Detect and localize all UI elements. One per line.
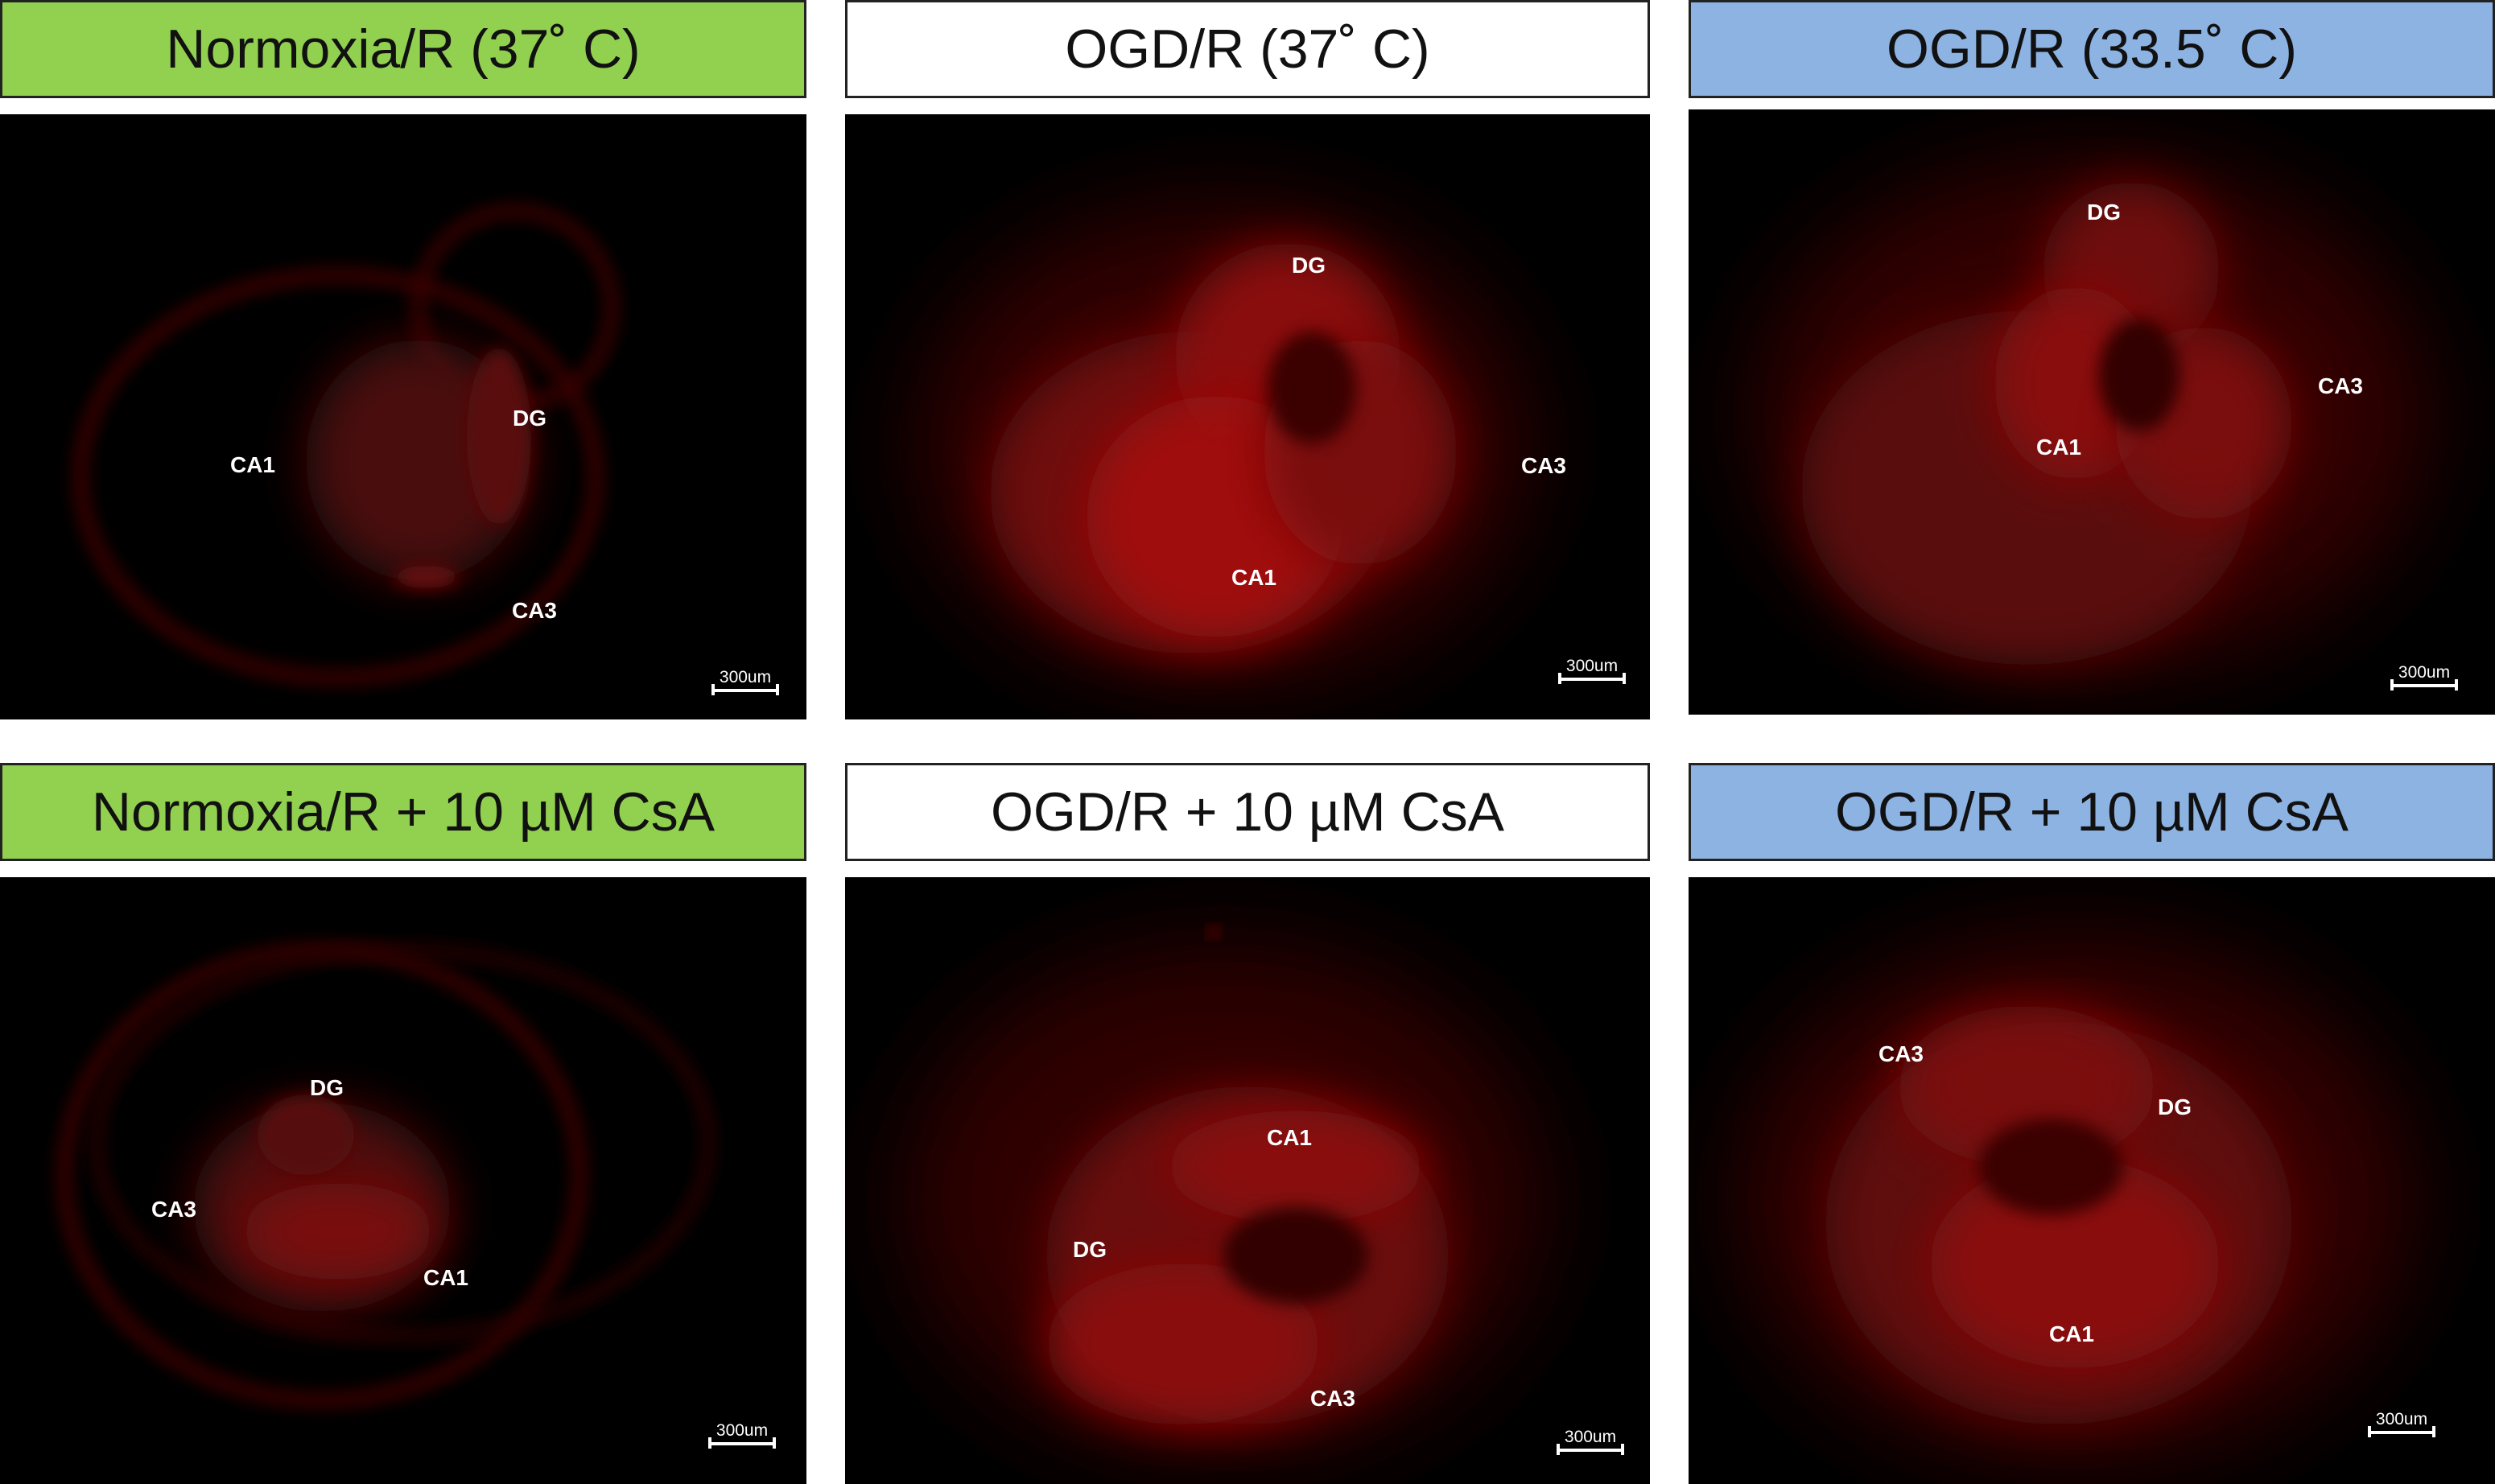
scale-bar: 300um	[1557, 1428, 1624, 1455]
region-label-ca1: CA1	[2048, 1321, 2095, 1346]
micrograph-ogdr-csa-33-5c: CA3 DG CA1 300um	[1689, 877, 2495, 1484]
fluorescence-image	[901, 927, 1545, 1457]
micrograph-ogdr-33-5c: DG CA3 CA1 300um	[1689, 109, 2495, 715]
scale-bar: 300um	[2368, 1411, 2435, 1437]
panel-2-title: OGD/R (37˚ C)	[845, 0, 1650, 98]
region-label-dg: DG	[2158, 1094, 2192, 1119]
region-label-ca1: CA1	[1266, 1125, 1313, 1150]
fluorescence-image	[57, 942, 714, 1408]
fluorescence-image	[73, 204, 618, 685]
region-label-ca1: CA1	[423, 1265, 469, 1290]
panel-6-title: OGD/R + 10 µM CsA	[1689, 763, 2495, 861]
region-label-ca3: CA3	[1520, 453, 1567, 478]
panel-5-title: OGD/R + 10 µM CsA	[845, 763, 1650, 861]
scale-bar: 300um	[2390, 664, 2458, 690]
panel-4-title: Normoxia/R + 10 µM CsA	[0, 763, 806, 861]
fluorescence-image	[1753, 158, 2429, 673]
region-label-ca3: CA3	[1309, 1386, 1356, 1411]
fluorescence-image	[918, 203, 1529, 686]
scale-bar: 300um	[1558, 657, 1626, 684]
micrograph-normoxia-csa: DG CA3 CA1 300um	[0, 877, 806, 1484]
region-label-dg: DG	[1292, 253, 1326, 278]
region-label-ca3: CA3	[1878, 1041, 1924, 1066]
scale-bar: 300um	[708, 1422, 776, 1449]
region-label-ca1: CA1	[229, 452, 276, 477]
region-label-ca3: CA3	[151, 1197, 197, 1222]
region-label-ca3: CA3	[2317, 373, 2364, 398]
region-label-ca1: CA1	[1231, 565, 1277, 590]
micrograph-normoxia-37c: DG CA1 CA3 300um	[0, 114, 806, 719]
region-label-dg: DG	[1073, 1237, 1107, 1262]
region-label-ca3: CA3	[511, 598, 558, 623]
region-label-ca1: CA1	[2035, 435, 2082, 460]
panel-3-title: OGD/R (33.5˚ C)	[1689, 0, 2495, 98]
panel-1-title: Normoxia/R (37˚ C)	[0, 0, 806, 98]
micrograph-ogdr-37c: DG CA3 CA1 300um	[845, 114, 1650, 719]
scale-bar: 300um	[711, 669, 779, 695]
region-label-dg: DG	[310, 1075, 344, 1100]
region-label-dg: DG	[2087, 200, 2121, 225]
fluorescence-image	[1737, 934, 2413, 1465]
region-label-dg: DG	[513, 406, 546, 431]
micrograph-ogdr-csa-37c: CA1 DG CA3 300um	[845, 877, 1650, 1484]
